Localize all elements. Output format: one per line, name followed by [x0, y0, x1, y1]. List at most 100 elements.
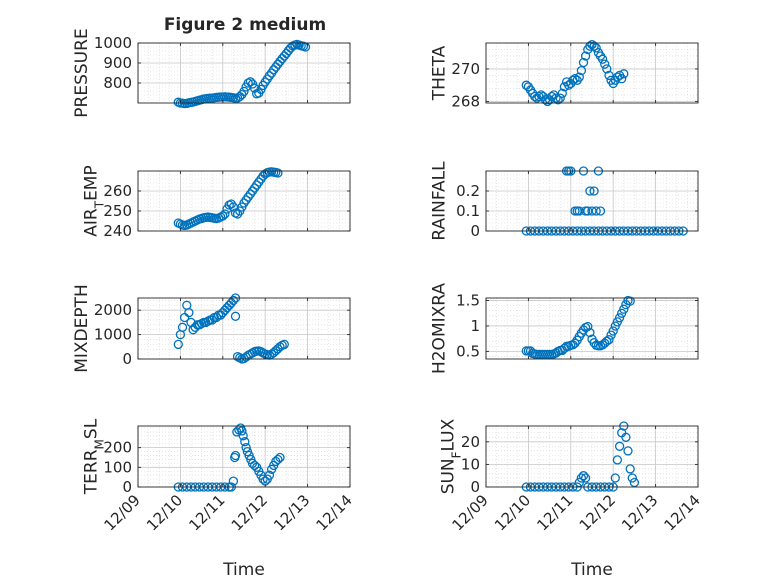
x-tick-label: 12/14 [661, 491, 704, 534]
data-point [585, 327, 595, 338]
data-point [578, 471, 589, 481]
data-point [553, 95, 563, 105]
y-tick-label: 1 [470, 317, 480, 335]
data-point [254, 177, 264, 187]
y-tick-label: 2000 [94, 301, 132, 319]
data-point [235, 353, 245, 363]
y-axis-label: THETA [429, 45, 449, 101]
data-point [625, 296, 635, 306]
data-point [617, 74, 627, 84]
x-tick-label: 12/10 [491, 491, 534, 534]
data-point [580, 51, 591, 61]
x-tick-label: 12/11 [185, 491, 228, 534]
subplot-6: 0.5 1 1.5 H2OMIXRA [429, 283, 699, 374]
data-point [555, 93, 565, 103]
y-tick-label: 1000 [94, 326, 132, 344]
data-point [243, 192, 253, 202]
data-point [591, 206, 601, 216]
data-point [585, 186, 595, 196]
axes-box [485, 425, 699, 488]
data-point [240, 437, 250, 447]
data-point [196, 318, 207, 329]
data-point [275, 452, 285, 463]
data-point [273, 168, 283, 178]
y-tick-label: 900 [103, 54, 132, 72]
subplot-4: 0 0.1 0.2 RAINFALL [429, 161, 699, 241]
axes-box [137, 425, 351, 488]
y-tick-label: 250 [103, 202, 132, 220]
data-point [610, 473, 620, 483]
axes-box [137, 170, 351, 232]
x-tick-label: 12/11 [533, 491, 576, 534]
data-point [220, 209, 230, 219]
x-tick-label: 12/13 [270, 491, 313, 534]
y-axis-label: PRESSURE [72, 28, 92, 117]
y-axis-label: MIXDEPTH [72, 284, 92, 373]
y-axis-label: RAINFALL [429, 161, 449, 241]
data-point [279, 339, 289, 350]
y-tick-label: 10 [461, 455, 480, 473]
y-axis-label: SUNFLUX [439, 418, 464, 494]
data-point [604, 70, 614, 81]
data-point [273, 454, 283, 465]
y-tick-label: 0.2 [456, 182, 480, 200]
data-point [583, 321, 593, 332]
data-point [228, 295, 239, 306]
y-tick-label: 1000 [94, 34, 132, 52]
data-point [264, 71, 275, 81]
data-point [184, 307, 194, 318]
data-point [619, 304, 629, 314]
x-tick-label: 12/09 [101, 491, 144, 534]
data-point [230, 450, 241, 461]
data-point [173, 339, 183, 350]
axes-box [485, 297, 699, 360]
data-point [241, 442, 251, 453]
y-axis-label: H2OMIXRA [429, 283, 449, 374]
y-tick-label: 100 [103, 458, 132, 476]
data-point [614, 441, 625, 451]
data-point [574, 72, 584, 82]
y-axis-label: TERRMSL [81, 418, 106, 495]
axes-box [137, 297, 351, 360]
data-point [602, 336, 612, 346]
data-point [574, 477, 584, 488]
x-tick-label: 12/12 [228, 491, 271, 534]
data-point [264, 470, 275, 480]
y-tick-label: 800 [103, 74, 132, 92]
x-axis-label: Time [222, 560, 265, 580]
y-tick-label: 270 [451, 60, 480, 78]
data-point [597, 54, 608, 64]
y-tick-label: 0 [122, 350, 132, 368]
y-tick-label: 0.1 [456, 202, 480, 220]
y-tick-label: 240 [103, 222, 132, 240]
data-point [177, 322, 188, 332]
data-point [551, 93, 561, 103]
data-point [621, 432, 631, 442]
data-point [232, 209, 243, 219]
data-point [614, 313, 625, 323]
data-point [218, 211, 228, 221]
data-point [578, 57, 589, 68]
data-point [600, 59, 610, 69]
data-point [604, 335, 614, 345]
data-point [608, 326, 618, 336]
data-point [230, 311, 241, 321]
y-tick-label: 0 [470, 478, 480, 496]
y-tick-label: 0 [470, 222, 480, 240]
y-tick-label: 1.5 [456, 292, 480, 310]
data-point [570, 338, 580, 348]
x-tick-label: 12/09 [449, 491, 492, 534]
data-point [570, 74, 580, 84]
y-tick-label: 200 [103, 439, 132, 457]
data-point [627, 473, 637, 483]
axes-box [485, 42, 699, 104]
data-point [237, 426, 247, 436]
data-point [228, 476, 239, 486]
